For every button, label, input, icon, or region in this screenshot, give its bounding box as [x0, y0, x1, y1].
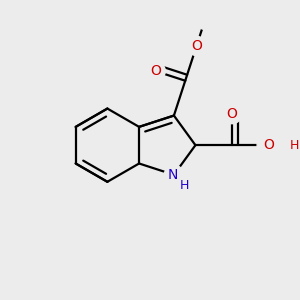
Text: N: N — [167, 168, 178, 182]
Circle shape — [222, 104, 242, 124]
Text: O: O — [150, 64, 161, 78]
Text: O: O — [263, 138, 274, 152]
Circle shape — [257, 134, 280, 157]
Text: O: O — [191, 39, 202, 53]
Text: H: H — [290, 139, 299, 152]
Circle shape — [164, 165, 184, 184]
Circle shape — [146, 61, 165, 81]
Text: O: O — [226, 107, 238, 121]
Text: H: H — [180, 179, 189, 192]
Circle shape — [187, 36, 206, 56]
Circle shape — [195, 10, 215, 29]
